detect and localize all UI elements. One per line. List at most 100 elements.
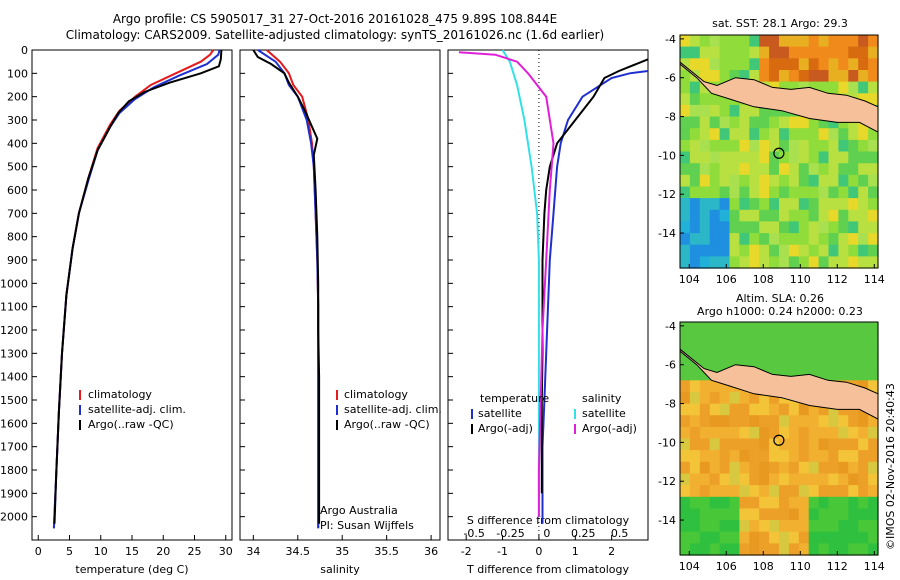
map-cell [848, 151, 859, 164]
map-cell [699, 139, 711, 153]
map-cell [769, 322, 780, 335]
map-cell [699, 174, 711, 188]
map-cell [680, 461, 691, 475]
series-line-salinityargoadj [458, 51, 555, 517]
map-cell [828, 485, 839, 498]
map-cell [808, 426, 820, 440]
map-cell [719, 116, 731, 129]
map-cell [709, 356, 721, 370]
map-cell [709, 256, 721, 269]
map-cell [719, 485, 731, 498]
map-cell [828, 438, 839, 451]
map-cell [868, 58, 879, 71]
map-cell [749, 485, 760, 498]
map-cell [798, 198, 810, 211]
map-cell [749, 356, 760, 370]
map-cell [868, 333, 879, 346]
map-cell [798, 403, 810, 416]
map-cell [739, 221, 750, 234]
map-cell [838, 438, 849, 451]
map-cell [858, 368, 869, 381]
map-cell [739, 209, 750, 223]
map-cell [798, 485, 810, 498]
map-cell [680, 151, 691, 164]
map-cell [689, 322, 701, 335]
map-cell [858, 186, 869, 199]
map-cell [680, 368, 691, 381]
x-tick-label: 35 [335, 545, 349, 558]
map-cell [818, 322, 830, 335]
map-cell [729, 508, 740, 521]
map-cell [858, 221, 869, 234]
map-cell [729, 221, 740, 234]
map-cell [749, 450, 760, 463]
map-cell [838, 426, 849, 440]
map-cell [779, 35, 790, 48]
map-cell [868, 35, 879, 48]
map-cell [719, 244, 731, 257]
map-cell [699, 380, 711, 393]
map-cell [858, 438, 869, 451]
map-cell [699, 186, 711, 199]
x-tick-label: 25 [188, 545, 202, 558]
map-cell [709, 35, 721, 48]
map-cell [818, 333, 830, 346]
legend-entry: climatology [88, 388, 152, 401]
map-cell [838, 356, 849, 370]
y-tick-label: 1000 [0, 277, 28, 290]
map-cell [749, 391, 760, 405]
map-cell [848, 322, 859, 335]
map-cell [739, 233, 750, 246]
map-cell [838, 368, 849, 381]
map-cell [719, 233, 731, 246]
map-cell [818, 415, 830, 428]
map-cell [779, 356, 790, 370]
x-tick-label-S: 0.25 [571, 527, 596, 540]
y-tick-label: 100 [7, 67, 28, 80]
map-cell [769, 415, 780, 428]
map-cell [719, 356, 731, 370]
map-cell [689, 508, 701, 521]
map-x-tick-label: 110 [790, 273, 811, 286]
map-cell [759, 403, 770, 416]
map-cell [838, 139, 849, 153]
map-cell [779, 520, 790, 533]
map-cell [818, 356, 830, 370]
map-cell [709, 163, 721, 176]
map-cell [769, 163, 780, 176]
map-cell [848, 186, 859, 199]
map-cell [858, 473, 869, 486]
map-cell [699, 163, 711, 176]
map-cell [719, 256, 731, 269]
map-cell [808, 70, 820, 83]
map-cell [828, 116, 839, 129]
series-line-argorawqc [252, 49, 321, 524]
map-cell [788, 70, 800, 83]
map-cell [848, 520, 859, 533]
map-cell [779, 368, 790, 381]
legend-entry: satellite-adj. clim. [88, 403, 186, 416]
map-cell [769, 116, 780, 129]
map-cell [699, 450, 711, 463]
map-cell [818, 174, 830, 188]
map-cell [729, 438, 740, 451]
map-cell [739, 116, 750, 129]
map-cell [759, 198, 770, 211]
map-cell [808, 438, 820, 451]
map-cell [788, 426, 800, 440]
x-tick-label: 5 [66, 545, 73, 558]
map-cell [719, 163, 731, 176]
map-cell [680, 46, 691, 59]
map-cell [729, 426, 740, 440]
map-cell [848, 58, 859, 71]
map-cell [798, 139, 810, 153]
map-cell [699, 356, 711, 370]
map-cell [709, 58, 721, 71]
map-cell [779, 461, 790, 475]
map-cell [699, 403, 711, 416]
map-cell [699, 128, 711, 141]
map-cell [680, 244, 691, 257]
y-tick-label: 2000 [0, 511, 28, 524]
map-cell [719, 461, 731, 475]
map-cell [868, 473, 879, 486]
